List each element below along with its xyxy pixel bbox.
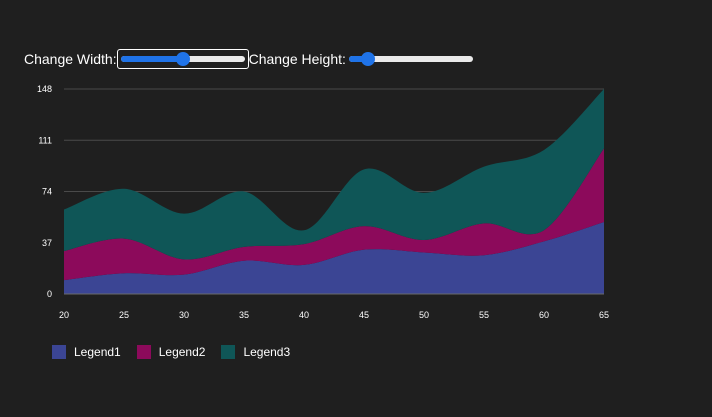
change-height-slider-fill bbox=[348, 56, 368, 62]
change-width-slider-fill bbox=[120, 56, 183, 62]
chart-size-controls: Change Width: Change Height: bbox=[24, 48, 476, 70]
y-tick-label: 74 bbox=[42, 187, 52, 197]
x-tick-label: 40 bbox=[299, 310, 309, 320]
x-tick-label: 60 bbox=[539, 310, 549, 320]
x-tick-label: 30 bbox=[179, 310, 189, 320]
x-tick-label: 50 bbox=[419, 310, 429, 320]
series-area-legend1 bbox=[64, 221, 604, 294]
x-tick-label: 65 bbox=[599, 310, 609, 320]
y-tick-label: 0 bbox=[47, 289, 52, 299]
legend-item-legend2[interactable]: Legend2 bbox=[136, 345, 206, 359]
chart-legend: Legend1 Legend2 Legend3 bbox=[52, 345, 306, 359]
series-area-legend3 bbox=[64, 89, 604, 260]
legend-label: Legend3 bbox=[243, 345, 291, 359]
change-height-slider[interactable] bbox=[346, 49, 476, 69]
change-width-label: Change Width: bbox=[24, 51, 117, 67]
change-height-slider-track[interactable] bbox=[348, 52, 473, 66]
legend-swatch bbox=[221, 345, 236, 359]
legend-item-legend3[interactable]: Legend3 bbox=[221, 345, 290, 359]
x-tick-label: 20 bbox=[59, 310, 69, 320]
legend-swatch bbox=[136, 345, 151, 359]
change-width-slider-thumb[interactable] bbox=[175, 52, 190, 66]
x-tick-label: 55 bbox=[479, 310, 489, 320]
legend-item-legend1[interactable]: Legend1 bbox=[52, 345, 121, 359]
change-width-slider-track[interactable] bbox=[120, 52, 245, 66]
legend-swatch bbox=[52, 345, 66, 359]
x-tick-label: 25 bbox=[119, 310, 129, 320]
change-height-label: Change Height: bbox=[248, 51, 346, 67]
change-height-slider-thumb[interactable] bbox=[360, 52, 375, 66]
x-tick-label: 45 bbox=[359, 310, 369, 320]
series-area-legend2 bbox=[64, 148, 604, 281]
x-tick-label: 35 bbox=[239, 310, 249, 320]
y-tick-label: 37 bbox=[42, 238, 52, 248]
y-tick-label: 111 bbox=[38, 135, 52, 145]
legend-label: Legend1 bbox=[74, 345, 121, 359]
legend-label: Legend2 bbox=[158, 345, 206, 359]
change-width-slider[interactable] bbox=[116, 49, 249, 69]
y-tick-label: 148 bbox=[37, 84, 52, 94]
